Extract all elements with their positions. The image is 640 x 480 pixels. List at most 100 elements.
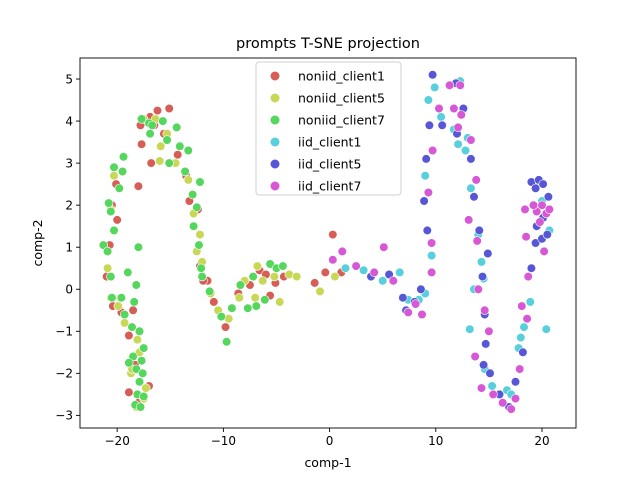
point-iid_client7-38 bbox=[539, 246, 549, 256]
point-noniid_client7-11 bbox=[194, 240, 204, 250]
point-iid_client5-20 bbox=[485, 368, 495, 378]
point-iid_client7-26 bbox=[498, 398, 508, 408]
point-iid_client7-5 bbox=[388, 276, 398, 286]
legend-label-noniid_client5: noniid_client5 bbox=[298, 91, 385, 106]
x-tick-label: −10 bbox=[211, 434, 236, 448]
point-iid_client7-3 bbox=[369, 267, 379, 278]
point-iid_client5-36 bbox=[542, 230, 552, 240]
point-iid_client1-7 bbox=[420, 171, 430, 181]
point-noniid_client7-26 bbox=[131, 280, 141, 290]
point-noniid_client7-21 bbox=[102, 246, 113, 256]
point-iid_client7-32 bbox=[521, 232, 531, 242]
point-iid_client5-13 bbox=[466, 154, 476, 164]
x-axis: −20 −10 0 10 20 bbox=[105, 428, 550, 448]
point-noniid_client7-10 bbox=[192, 202, 202, 212]
point-iid_client7-24 bbox=[476, 383, 487, 393]
point-iid_client7-43 bbox=[484, 326, 494, 336]
point-iid_client7-27 bbox=[506, 404, 516, 414]
point-noniid_client7-16 bbox=[114, 183, 124, 193]
point-noniid_client1-35 bbox=[310, 278, 320, 288]
point-noniid_client1-28 bbox=[220, 322, 231, 332]
point-noniid_client7-48 bbox=[251, 301, 261, 311]
point-noniid_client5-3 bbox=[156, 141, 166, 151]
point-noniid_client7-44 bbox=[222, 337, 232, 347]
point-iid_client5-2 bbox=[398, 293, 408, 303]
point-iid_client1-31 bbox=[453, 139, 463, 149]
point-noniid_client7-46 bbox=[235, 280, 245, 290]
point-noniid_client7-0 bbox=[137, 114, 147, 124]
point-iid_client7-30 bbox=[517, 301, 527, 311]
point-iid_client7-2 bbox=[351, 261, 361, 271]
point-iid_client7-16 bbox=[453, 122, 463, 132]
point-noniid_client1-24 bbox=[137, 139, 147, 149]
point-noniid_client7-8 bbox=[188, 190, 198, 200]
point-noniid_client7-49 bbox=[260, 295, 270, 305]
point-iid_client7-28 bbox=[510, 394, 521, 404]
point-iid_client5-27 bbox=[530, 238, 541, 248]
point-noniid_client5-27 bbox=[275, 297, 285, 307]
point-iid_client7-7 bbox=[411, 299, 421, 309]
y-tick-label: −2 bbox=[55, 367, 73, 381]
y-tick-label: −1 bbox=[55, 325, 73, 339]
point-noniid_client7-45 bbox=[227, 303, 237, 313]
point-noniid_client7-4 bbox=[162, 135, 172, 145]
point-iid_client1-19 bbox=[465, 324, 475, 334]
point-noniid_client7-3 bbox=[158, 116, 168, 126]
point-iid_client5-7 bbox=[421, 154, 431, 164]
point-noniid_client5-25 bbox=[258, 276, 268, 286]
point-noniid_client1-2 bbox=[152, 105, 163, 116]
point-noniid_client7-52 bbox=[278, 261, 288, 271]
point-noniid_client5-26 bbox=[269, 272, 280, 282]
point-noniid_client7-35 bbox=[131, 364, 141, 374]
point-iid_client7-18 bbox=[466, 135, 476, 145]
point-iid_client7-29 bbox=[515, 364, 525, 374]
point-noniid_client5-12 bbox=[113, 301, 123, 311]
legend-marker-iid_client5 bbox=[269, 158, 281, 170]
legend-box bbox=[255, 61, 402, 196]
point-noniid_client7-5 bbox=[172, 122, 182, 132]
point-noniid_client7-20 bbox=[98, 240, 108, 250]
point-iid_client5-16 bbox=[477, 272, 488, 282]
point-noniid_client7-53 bbox=[248, 272, 258, 282]
point-noniid_client7-19 bbox=[109, 225, 119, 235]
point-iid_client5-1 bbox=[384, 269, 394, 280]
point-iid_client1-9 bbox=[430, 82, 440, 92]
point-noniid_client7-24 bbox=[116, 293, 126, 303]
point-noniid_client7-55 bbox=[189, 221, 199, 231]
point-iid_client5-9 bbox=[428, 70, 438, 80]
point-iid_client1-8 bbox=[423, 95, 434, 105]
chart-title: prompts T-SNE projection bbox=[236, 36, 420, 52]
point-noniid_client5-5 bbox=[183, 175, 193, 185]
legend-label-noniid_client1: noniid_client1 bbox=[298, 69, 385, 84]
point-noniid_client7-7 bbox=[180, 166, 190, 177]
point-noniid_client7-30 bbox=[134, 326, 145, 336]
point-iid_client7-19 bbox=[464, 215, 474, 225]
y-axis: −3 −2 −1 0 1 2 3 4 5 bbox=[55, 72, 80, 423]
x-tick-label: 20 bbox=[534, 434, 549, 448]
point-iid_client7-23 bbox=[470, 351, 480, 362]
point-iid_client1-25 bbox=[525, 297, 535, 307]
y-tick-label: 2 bbox=[65, 198, 73, 212]
point-iid_client1-10 bbox=[436, 112, 446, 122]
point-noniid_client1-10 bbox=[133, 181, 143, 191]
legend-marker-noniid_client1 bbox=[269, 70, 281, 82]
point-iid_client1-2 bbox=[378, 276, 388, 286]
point-iid_client5-29 bbox=[530, 183, 541, 193]
point-iid_client5-32 bbox=[543, 192, 554, 202]
point-iid_client5-5 bbox=[416, 284, 426, 294]
point-noniid_client5-14 bbox=[132, 335, 142, 345]
point-noniid_client1-13 bbox=[112, 215, 122, 225]
point-iid_client1-1 bbox=[359, 265, 369, 275]
point-iid_client7-10 bbox=[427, 238, 437, 248]
point-iid_client5-39 bbox=[419, 196, 429, 206]
point-noniid_client7-56 bbox=[183, 145, 193, 156]
point-iid_client5-6 bbox=[422, 225, 432, 235]
point-noniid_client5-31 bbox=[330, 272, 340, 282]
point-iid_client1-21 bbox=[487, 381, 497, 391]
point-iid_client1-15 bbox=[466, 183, 476, 193]
point-iid_client7-15 bbox=[449, 103, 459, 114]
points-layer bbox=[98, 70, 555, 414]
point-iid_client7-12 bbox=[428, 145, 438, 156]
y-tick-label: 5 bbox=[65, 72, 73, 86]
